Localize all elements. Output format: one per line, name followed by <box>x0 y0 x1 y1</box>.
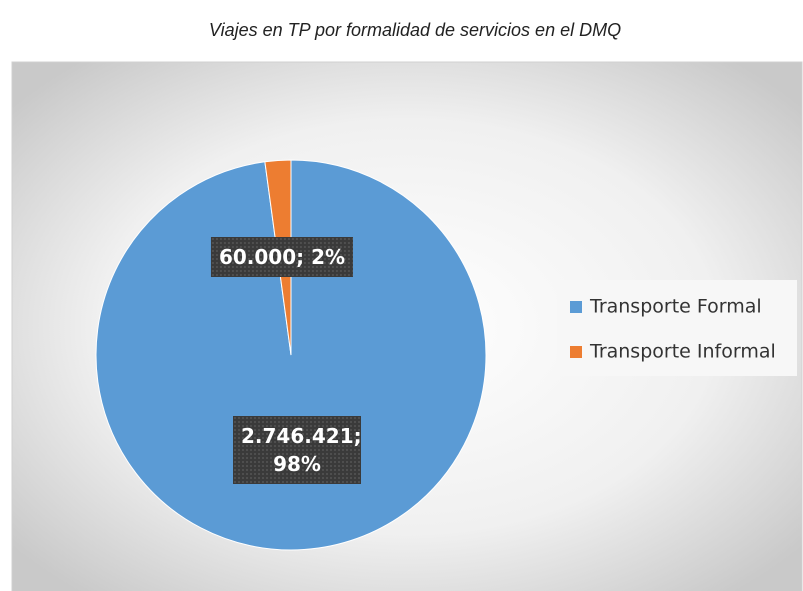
legend-label: Transporte Formal <box>589 296 762 318</box>
data-label: 2.746.421; 98% <box>233 416 362 484</box>
legend-label: Transporte Informal <box>589 341 776 363</box>
chart-title: Viajes en TP por formalidad de servicios… <box>209 20 621 40</box>
legend <box>557 280 797 376</box>
data-label: 60.000; 2% <box>210 237 354 277</box>
legend-swatch <box>570 301 582 313</box>
legend-swatch <box>570 346 582 358</box>
